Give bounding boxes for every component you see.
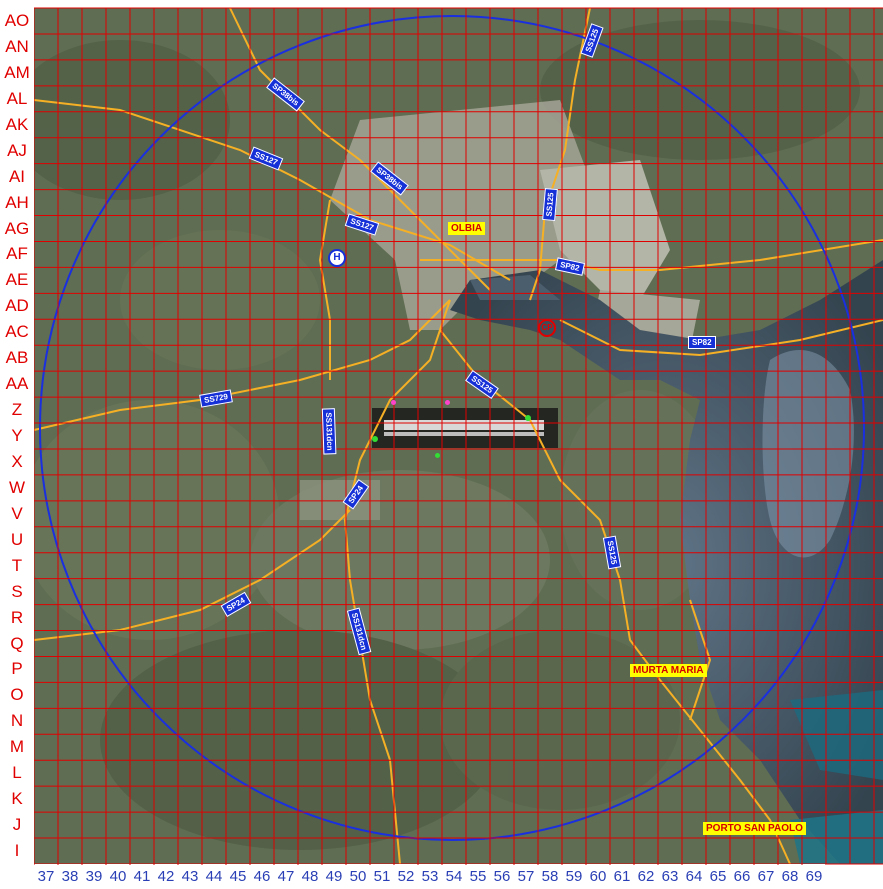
- column-label: 66: [731, 864, 753, 889]
- column-label: 40: [107, 864, 129, 889]
- point-marker: [372, 436, 378, 442]
- column-label: 45: [227, 864, 249, 889]
- column-label: 48: [299, 864, 321, 889]
- point-marker: [525, 415, 531, 421]
- row-label: P: [0, 656, 34, 684]
- row-label: U: [0, 526, 34, 554]
- point-marker: [391, 400, 396, 405]
- column-label: 43: [179, 864, 201, 889]
- row-label: AB: [0, 345, 34, 373]
- row-label: I: [0, 838, 34, 865]
- column-label: 67: [755, 864, 777, 889]
- point-marker: [445, 400, 450, 405]
- row-label: AL: [0, 85, 34, 113]
- row-label: AE: [0, 267, 34, 295]
- column-label: 56: [491, 864, 513, 889]
- column-label: 62: [635, 864, 657, 889]
- point-marker: [435, 453, 440, 458]
- column-label: 42: [155, 864, 177, 889]
- roads: [33, 7, 883, 865]
- row-label: L: [0, 760, 34, 788]
- column-label: 59: [563, 864, 585, 889]
- row-label: AD: [0, 293, 34, 321]
- column-label: 46: [251, 864, 273, 889]
- column-label: 53: [419, 864, 441, 889]
- column-label: 41: [131, 864, 153, 889]
- column-label: 49: [323, 864, 345, 889]
- column-label: 51: [371, 864, 393, 889]
- column-label: 52: [395, 864, 417, 889]
- hospital-marker-icon[interactable]: H: [328, 249, 346, 267]
- row-label: X: [0, 448, 34, 476]
- row-label: R: [0, 604, 34, 632]
- column-label: 61: [611, 864, 633, 889]
- column-label: 38: [59, 864, 81, 889]
- row-label: AA: [0, 371, 34, 399]
- row-label: Q: [0, 630, 34, 658]
- column-label: 68: [779, 864, 801, 889]
- reference-grid: [33, 7, 883, 865]
- column-label: 64: [683, 864, 705, 889]
- row-label: N: [0, 708, 34, 736]
- row-label: S: [0, 578, 34, 606]
- row-label: V: [0, 500, 34, 528]
- road-tag-ss125-city: SS125: [542, 187, 558, 222]
- row-label: AN: [0, 33, 34, 61]
- row-label: AG: [0, 215, 34, 243]
- row-label: AC: [0, 319, 34, 347]
- row-label: T: [0, 552, 34, 580]
- row-label: K: [0, 786, 34, 814]
- row-label: AK: [0, 111, 34, 139]
- harbor-marker-icon[interactable]: CP: [538, 319, 556, 337]
- row-label: AM: [0, 59, 34, 87]
- column-label: 47: [275, 864, 297, 889]
- column-label: 54: [443, 864, 465, 889]
- row-label: Y: [0, 423, 34, 450]
- column-label: 58: [539, 864, 561, 889]
- column-label: 44: [203, 864, 225, 889]
- place-label-murta-maria: MURTA MARIA: [630, 664, 707, 677]
- row-label: J: [0, 812, 34, 840]
- column-label: 60: [587, 864, 609, 889]
- place-label-olbia: OLBIA: [448, 222, 486, 235]
- airport-runway: [372, 408, 558, 448]
- column-label: 69: [803, 864, 825, 889]
- road-tag-ss131dcn-north: SS131dcn: [321, 408, 337, 455]
- column-label: 57: [515, 864, 537, 889]
- radius-circle: [39, 15, 865, 841]
- road-tag-sp82-east: SP82: [688, 336, 716, 349]
- column-label: 50: [347, 864, 369, 889]
- row-label: AH: [0, 189, 34, 217]
- place-label-porto-san-paolo: PORTO SAN PAOLO: [703, 822, 806, 835]
- row-label: AO: [0, 8, 34, 35]
- column-label: 39: [83, 864, 105, 889]
- row-label: O: [0, 682, 34, 710]
- column-label: 37: [35, 864, 57, 889]
- row-label: AF: [0, 241, 34, 269]
- row-label: M: [0, 734, 34, 762]
- column-label: 63: [659, 864, 681, 889]
- sea: [450, 260, 883, 864]
- row-label: Z: [0, 397, 34, 425]
- row-label: AI: [0, 163, 34, 191]
- row-label: AJ: [0, 137, 34, 165]
- column-label: 55: [467, 864, 489, 889]
- row-label: W: [0, 474, 34, 502]
- column-label: 65: [707, 864, 729, 889]
